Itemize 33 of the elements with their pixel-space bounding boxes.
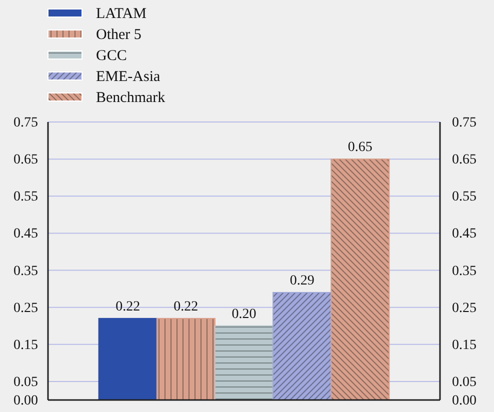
bar <box>330 158 390 400</box>
y2-tick-label: 0.15 <box>452 338 476 353</box>
y-tick-label: 0.05 <box>14 374 38 390</box>
bar <box>98 318 158 400</box>
y-tick-label: 0.00 <box>14 393 38 408</box>
data-label: 0.22 <box>116 299 140 314</box>
y-tick-label: 0.45 <box>14 226 38 242</box>
data-label: 0.20 <box>232 306 256 322</box>
y2-tick-label: 0.05 <box>452 374 476 390</box>
bar <box>214 325 274 400</box>
y-tick-label: 0.35 <box>14 264 38 279</box>
y2-tick-label: 0.45 <box>452 226 476 242</box>
y-tick-label: 0.75 <box>14 115 38 130</box>
bar <box>272 292 332 400</box>
legend-label: Other 5 <box>96 27 142 43</box>
legend-label: EME-Asia <box>96 69 160 85</box>
legend-label: LATAM <box>96 6 146 22</box>
y-tick-label: 0.55 <box>14 190 38 205</box>
legend-label: GCC <box>96 48 127 64</box>
y-tick-label: 0.25 <box>14 300 38 316</box>
y-tick-label: 0.15 <box>14 338 38 353</box>
y2-tick-label: 0.55 <box>452 190 476 205</box>
data-label: 0.22 <box>174 299 198 314</box>
legend-label: Benchmark <box>96 90 166 106</box>
y2-tick-label: 0.00 <box>452 393 476 408</box>
y2-tick-label: 0.25 <box>452 300 476 316</box>
data-label: 0.65 <box>348 140 372 156</box>
data-label: 0.29 <box>290 274 314 289</box>
y2-tick-label: 0.35 <box>452 264 476 279</box>
bar <box>156 318 216 400</box>
y2-tick-label: 0.65 <box>452 152 476 168</box>
y2-tick-label: 0.75 <box>452 115 476 130</box>
y-tick-label: 0.65 <box>14 152 38 168</box>
